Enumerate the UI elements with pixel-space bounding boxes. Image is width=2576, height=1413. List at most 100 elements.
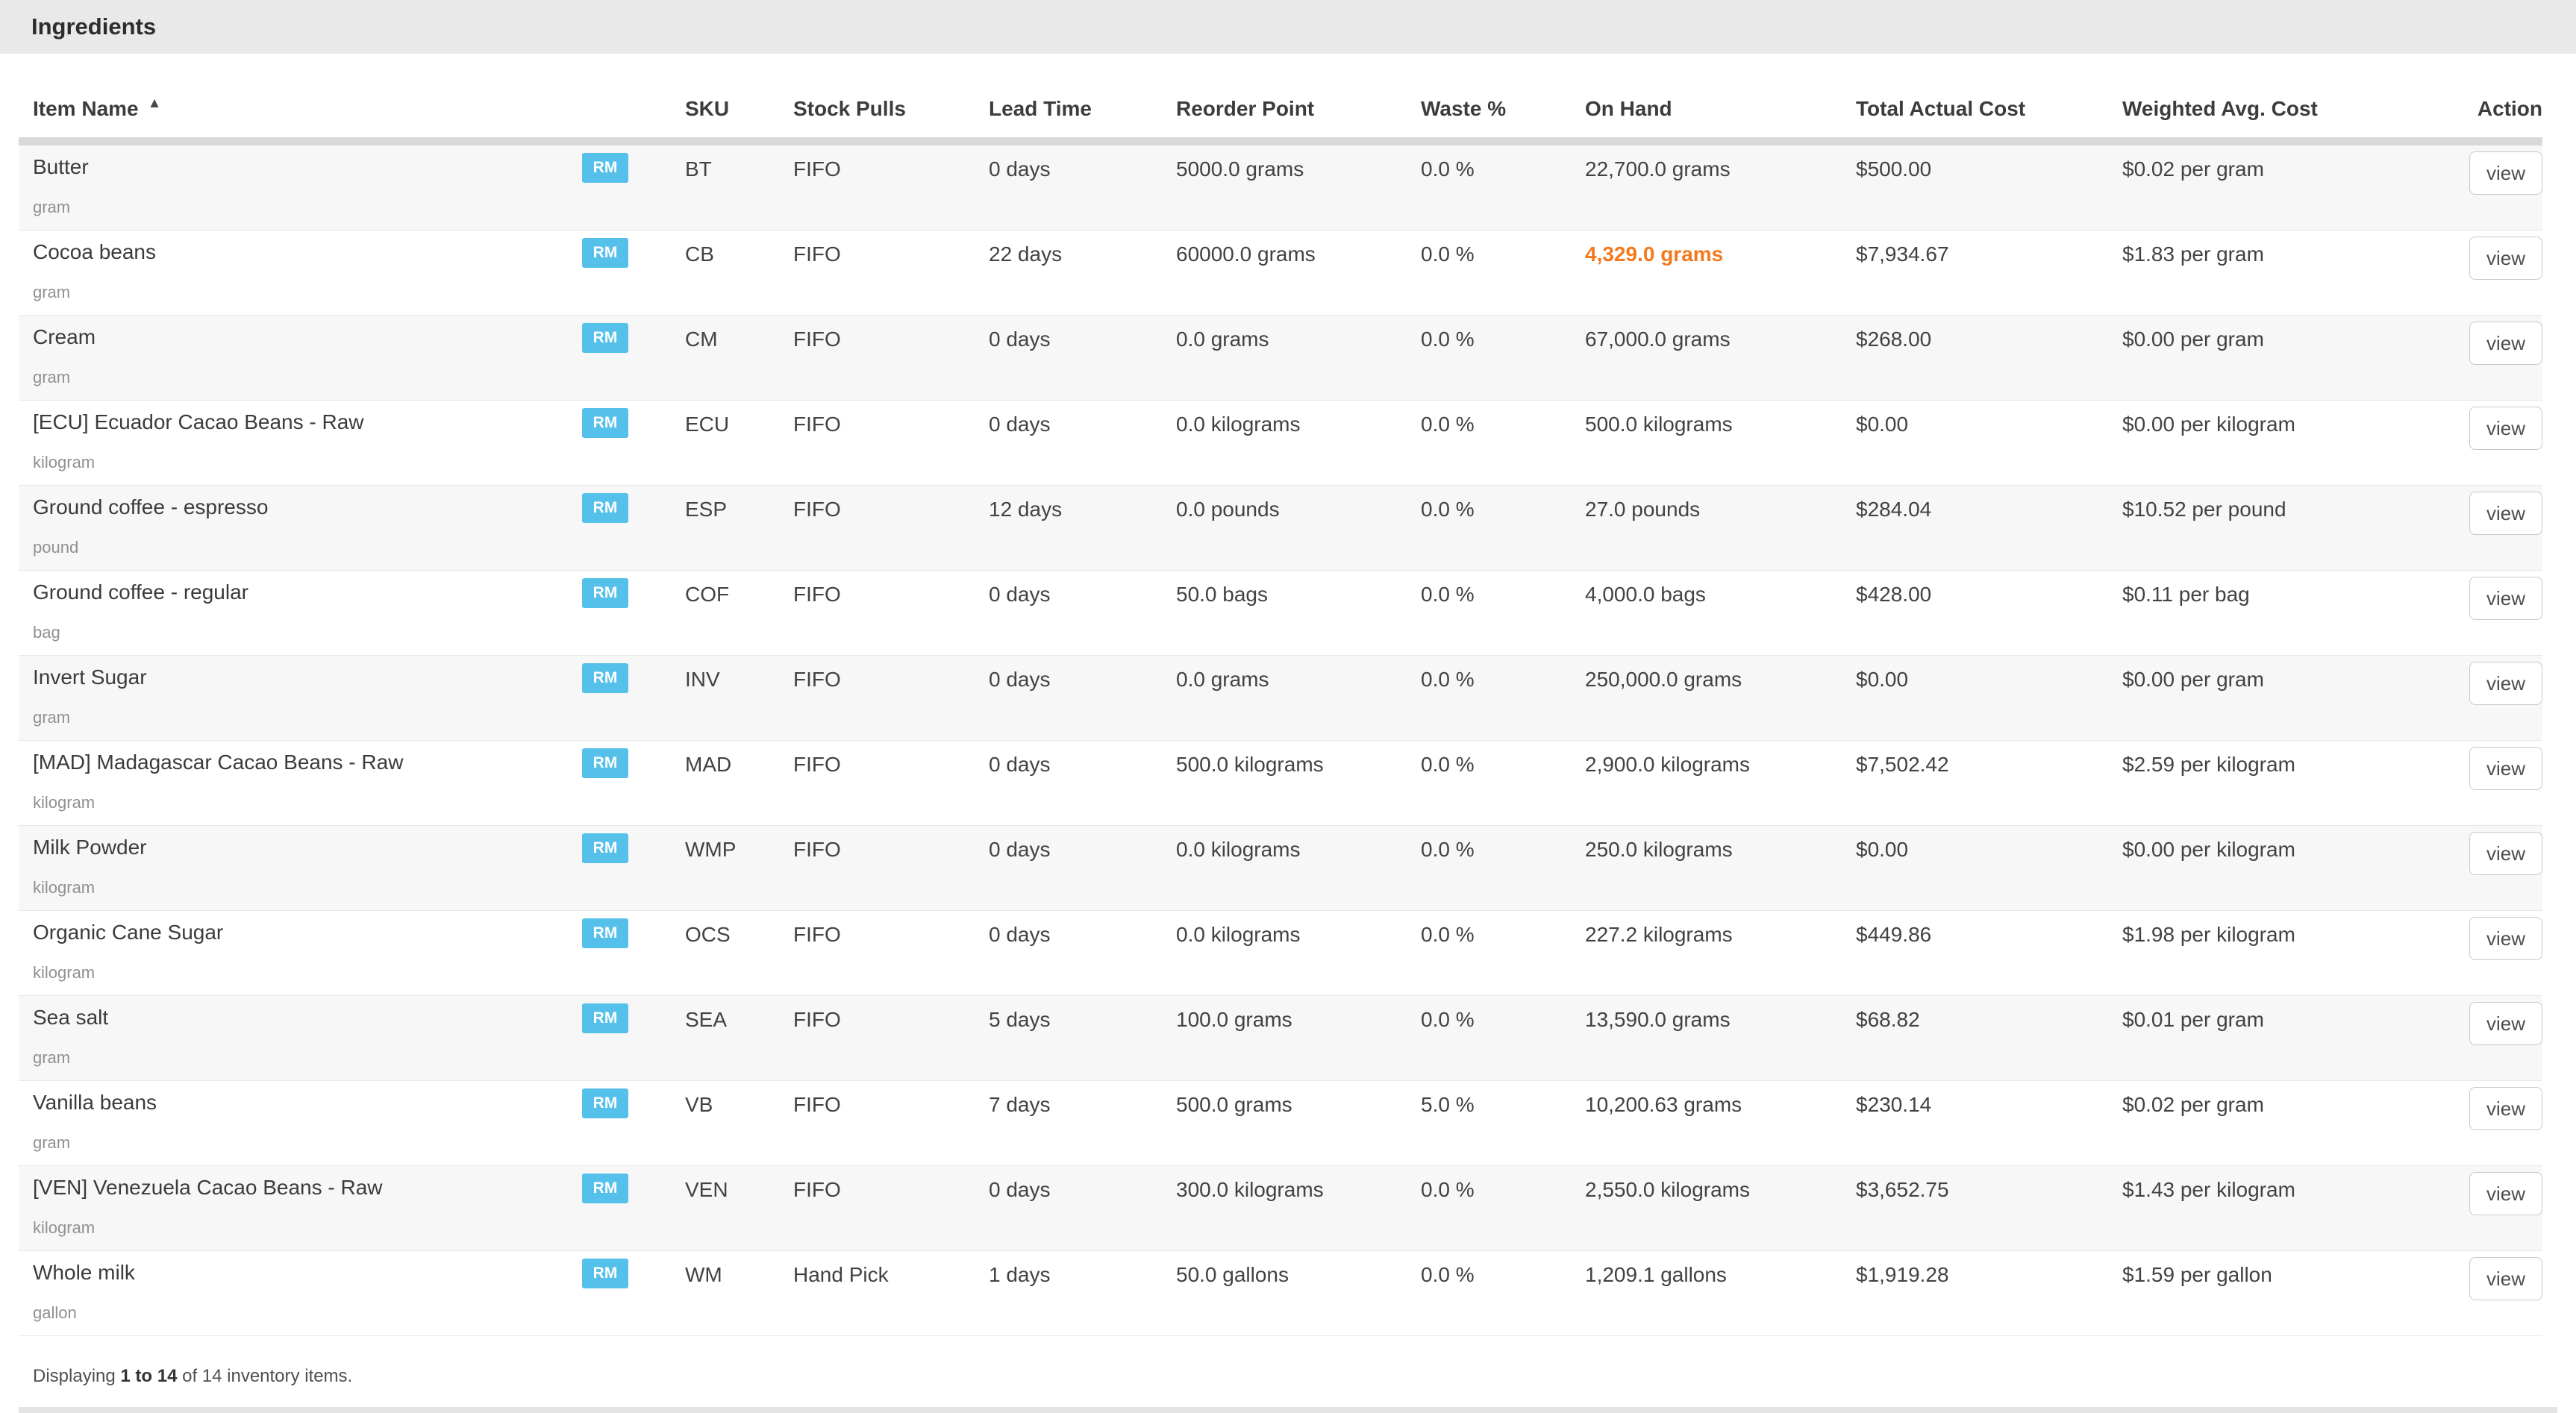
action-cell: view [2455,741,2542,825]
view-button[interactable]: view [2469,492,2542,535]
reorder-point-cell: 50.0 gallons [1176,1263,1289,1286]
item-unit: kilogram [33,963,96,982]
column-header-waste-pct[interactable]: Waste % [1421,97,1585,121]
column-header-label: Lead Time [989,97,1092,120]
table-row: Cream gram RM CM FIFO 0 days 0.0 grams 0… [19,316,2542,401]
stock-pulls-cell: FIFO [793,157,841,181]
action-cell: view [2455,826,2542,910]
stock-pulls-cell: FIFO [793,242,841,266]
view-button[interactable]: view [2469,407,2542,450]
column-header-label: SKU [685,97,730,120]
on-hand-cell: 250,000.0 grams [1585,668,1742,691]
item-unit: gram [33,368,71,386]
view-button[interactable]: view [2469,151,2542,195]
column-header-label: Stock Pulls [793,97,906,120]
column-header-label: Action [2477,97,2542,120]
view-button[interactable]: view [2469,577,2542,620]
view-button[interactable]: view [2469,1172,2542,1215]
on-hand-cell: 4,000.0 bags [1585,583,1706,606]
column-header-weighted-avg-cost[interactable]: Weighted Avg. Cost [2122,97,2455,121]
rm-badge: RM [582,323,628,353]
rm-badge: RM [582,578,628,608]
pagination-suffix: of 14 inventory items. [177,1366,353,1386]
reorder-point-cell: 100.0 grams [1176,1008,1292,1031]
item-unit: kilogram [33,453,96,471]
pagination-prefix: Displaying [33,1366,121,1386]
item-name: Ground coffee - espresso [33,495,269,518]
item-cell: [MAD] Madagascar Cacao Beans - Raw kilog… [19,741,685,825]
total-actual-cost-cell: $1,919.28 [1856,1263,1949,1286]
item-name: Whole milk [33,1261,135,1284]
table-row: Milk Powder kilogram RM WMP FIFO 0 days … [19,826,2542,911]
total-actual-cost-cell: $428.00 [1856,583,1932,606]
column-header-item-name[interactable]: Item Name ▲ [19,95,685,121]
item-name: Organic Cane Sugar [33,921,224,944]
lead-time-cell: 0 days [989,753,1051,776]
action-cell: view [2455,486,2542,570]
sku-cell: OCS [685,923,731,946]
action-cell: view [2455,1166,2542,1250]
stock-pulls-cell: FIFO [793,583,841,606]
weighted-avg-cost-cell: $0.00 per gram [2122,328,2264,351]
item-main: Vanilla beans gram [33,1081,582,1165]
table-row: Organic Cane Sugar kilogram RM OCS FIFO … [19,911,2542,996]
item-main: Ground coffee - regular bag [33,571,582,655]
total-actual-cost-cell: $0.00 [1856,413,1909,436]
total-actual-cost-cell: $3,652.75 [1856,1178,1949,1201]
weighted-avg-cost-cell: $1.98 per kilogram [2122,923,2295,946]
item-unit: gram [33,283,71,301]
view-button[interactable]: view [2469,1257,2542,1300]
item-name: [ECU] Ecuador Cacao Beans - Raw [33,410,364,433]
view-button[interactable]: view [2469,917,2542,960]
weighted-avg-cost-cell: $2.59 per kilogram [2122,753,2295,776]
table-row: Cocoa beans gram RM CB FIFO 22 days 6000… [19,231,2542,316]
table-row: Whole milk gallon RM WM Hand Pick 1 days… [19,1251,2542,1336]
column-header-reorder-point[interactable]: Reorder Point [1176,97,1421,121]
item-main: Sea salt gram [33,996,582,1080]
on-hand-cell: 22,700.0 grams [1585,157,1731,181]
view-button[interactable]: view [2469,1087,2542,1130]
view-button[interactable]: view [2469,747,2542,790]
reorder-point-cell: 0.0 pounds [1176,498,1280,521]
view-button[interactable]: view [2469,236,2542,280]
waste-pct-cell: 0.0 % [1421,413,1475,436]
column-header-on-hand[interactable]: On Hand [1585,97,1856,121]
item-name: [VEN] Venezuela Cacao Beans - Raw [33,1176,383,1199]
reorder-point-cell: 500.0 kilograms [1176,753,1324,776]
action-cell: view [2455,656,2542,740]
waste-pct-cell: 0.0 % [1421,1008,1475,1031]
view-button[interactable]: view [2469,322,2542,365]
view-button[interactable]: view [2469,1002,2542,1045]
column-header-stock-pulls[interactable]: Stock Pulls [793,97,989,121]
weighted-avg-cost-cell: $0.00 per gram [2122,668,2264,691]
lead-time-cell: 0 days [989,413,1051,436]
column-header-label: Waste % [1421,97,1507,120]
stock-pulls-cell: FIFO [793,668,841,691]
action-cell: view [2455,911,2542,995]
item-unit: gram [33,198,71,216]
stock-pulls-cell: FIFO [793,1178,841,1201]
on-hand-cell: 10,200.63 grams [1585,1093,1742,1116]
total-actual-cost-cell: $68.82 [1856,1008,1920,1031]
item-main: [VEN] Venezuela Cacao Beans - Raw kilogr… [33,1166,582,1250]
table-body: Butter gram RM BT FIFO 0 days 5000.0 gra… [19,145,2542,1336]
view-button[interactable]: view [2469,662,2542,705]
item-main: [ECU] Ecuador Cacao Beans - Raw kilogram [33,401,582,485]
table-row: Invert Sugar gram RM INV FIFO 0 days 0.0… [19,656,2542,741]
column-header-total-actual-cost[interactable]: Total Actual Cost [1856,97,2122,121]
reorder-point-cell: 300.0 kilograms [1176,1178,1324,1201]
view-button[interactable]: view [2469,832,2542,875]
column-header-sku[interactable]: SKU [685,97,793,121]
rm-badge: RM [582,833,628,863]
action-cell: view [2455,231,2542,315]
item-main: Whole milk gallon [33,1251,582,1335]
lead-time-cell: 0 days [989,583,1051,606]
column-header-label: Reorder Point [1176,97,1315,120]
item-cell: Butter gram RM [19,145,685,230]
weighted-avg-cost-cell: $0.01 per gram [2122,1008,2264,1031]
bottom-edge-divider [19,1407,2557,1413]
column-header-label: On Hand [1585,97,1672,120]
total-actual-cost-cell: $7,934.67 [1856,242,1949,266]
item-name: Milk Powder [33,836,147,859]
column-header-lead-time[interactable]: Lead Time [989,97,1176,121]
